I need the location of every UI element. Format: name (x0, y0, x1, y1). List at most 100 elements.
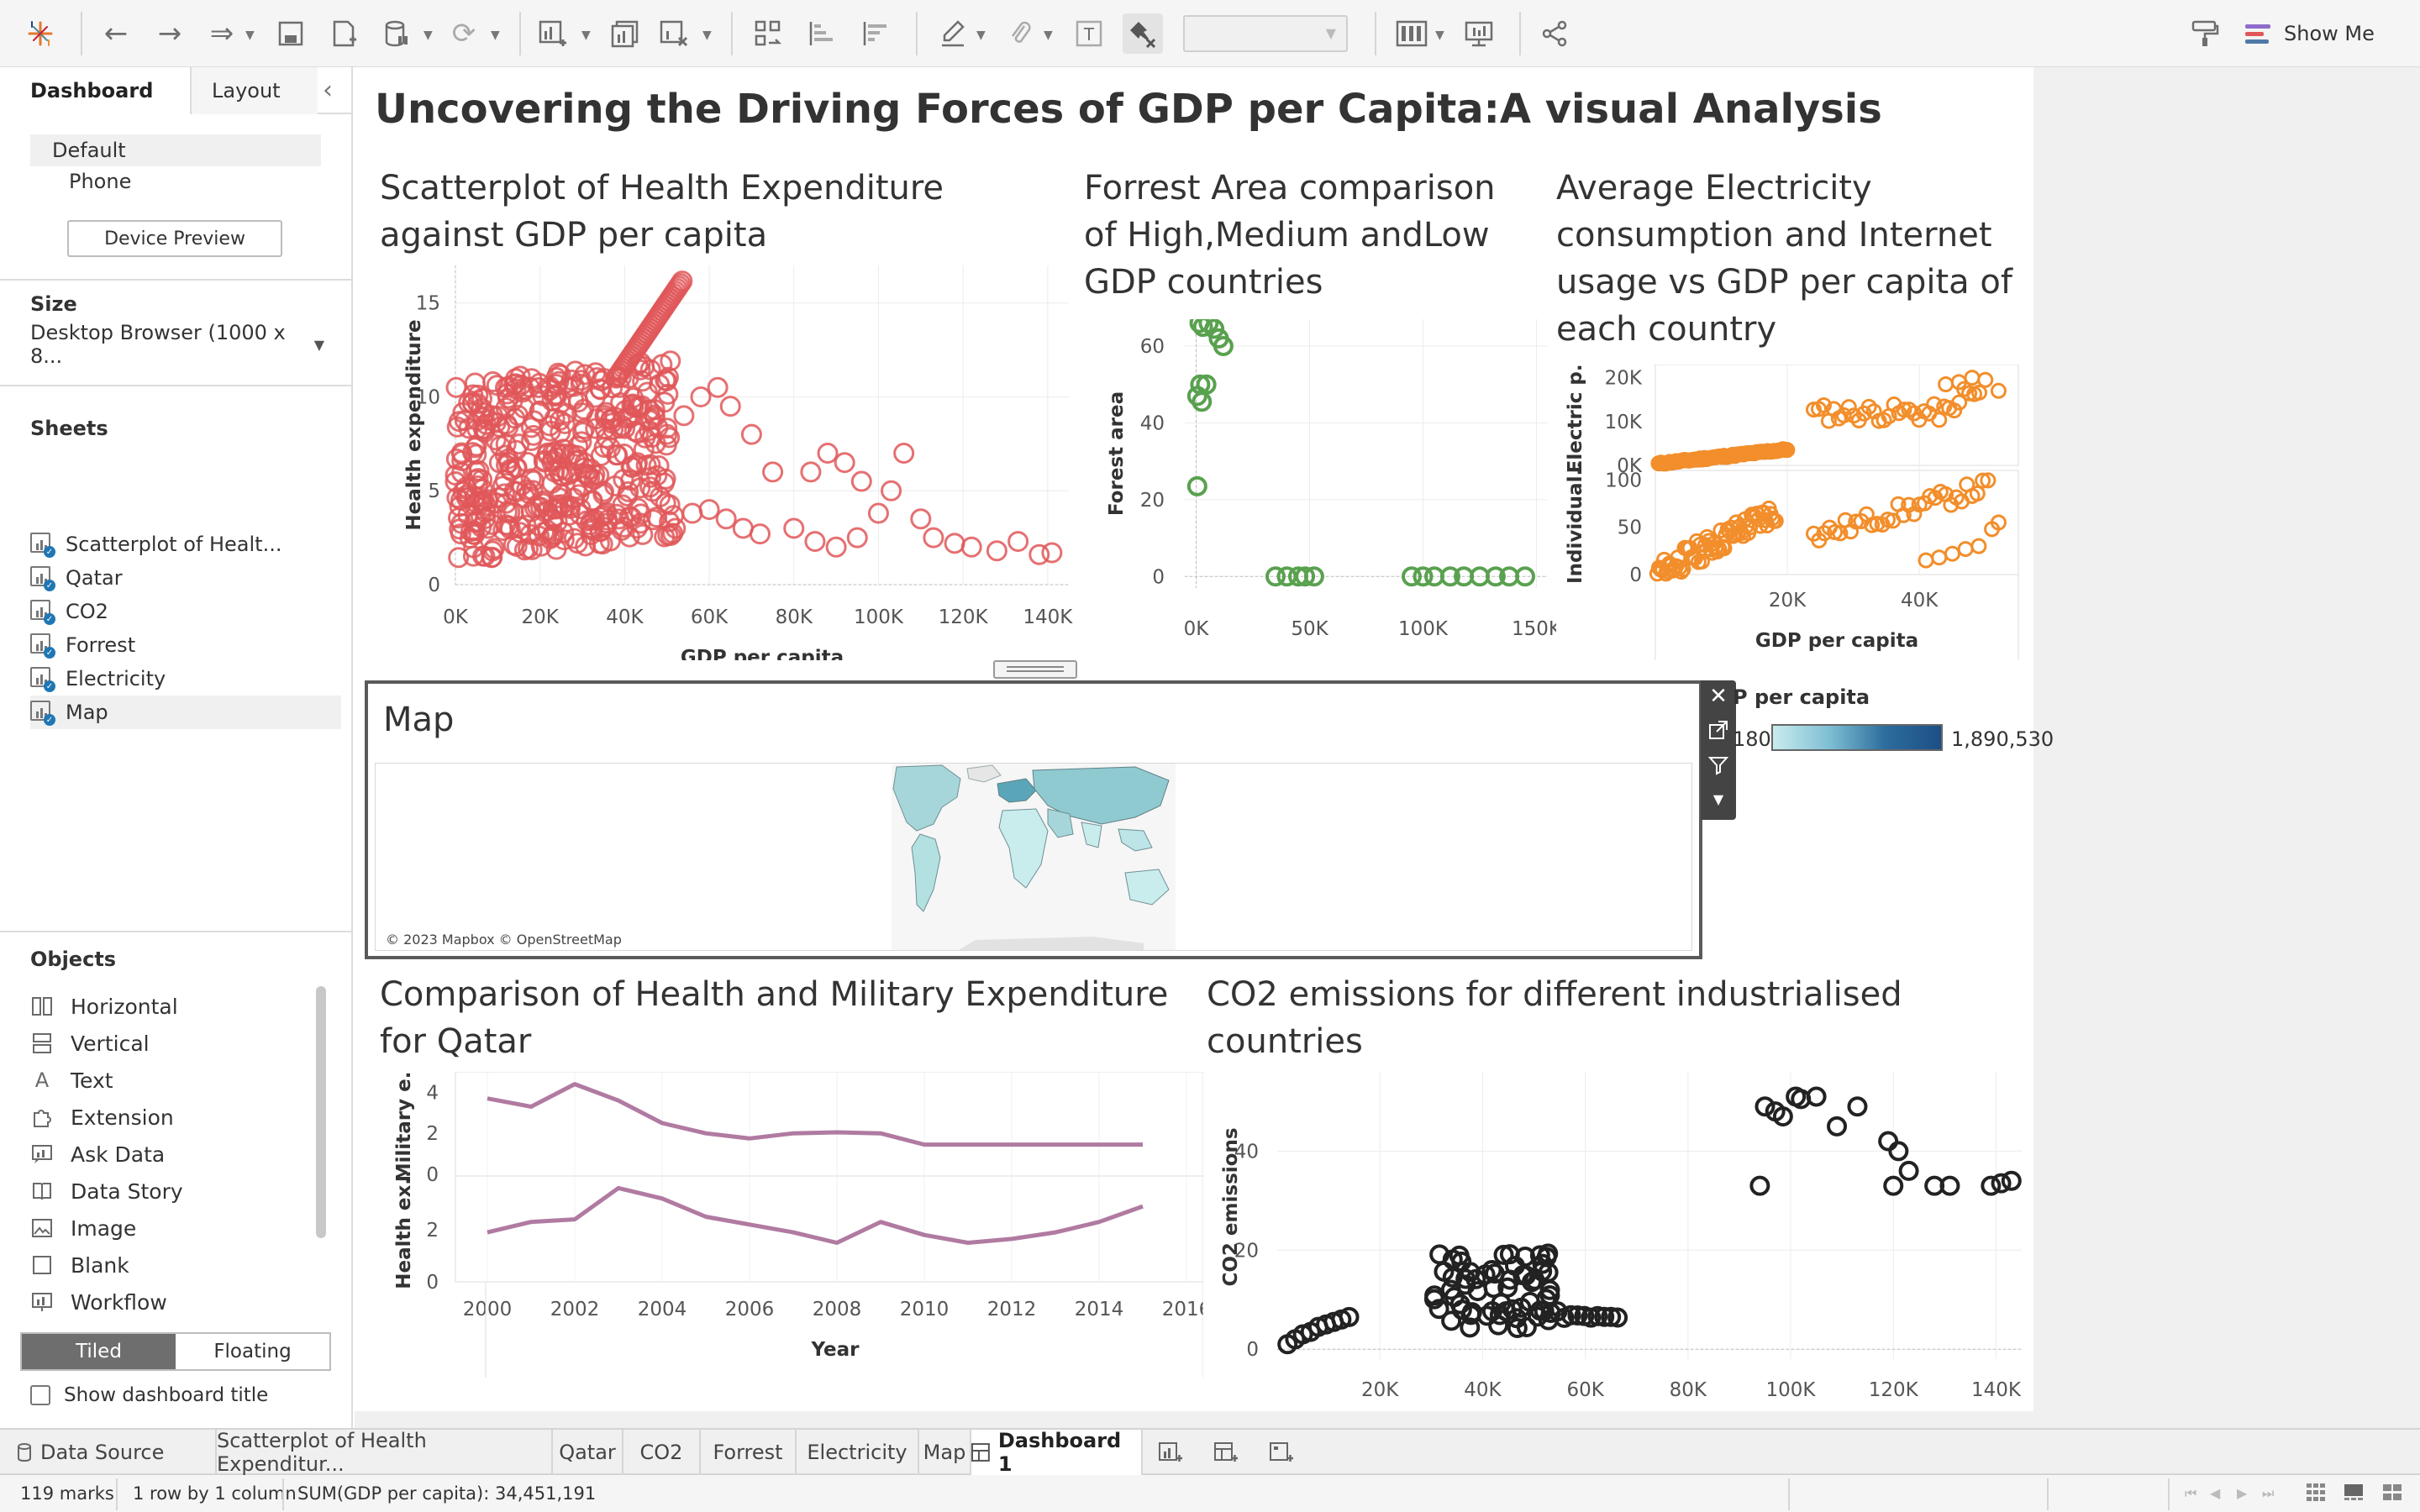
forward-arrow-icon[interactable]: → (157, 17, 182, 50)
group-dropdown-icon[interactable]: ▼ (1044, 29, 1053, 42)
show-me-label: Show Me (2284, 22, 2375, 45)
close-icon[interactable]: ✕ (1709, 684, 1728, 709)
show-me-button[interactable]: Show Me (2245, 12, 2375, 55)
sort-descending-icon[interactable] (855, 13, 896, 54)
tab-dashboard[interactable]: Dashboard (0, 67, 192, 114)
worksheet-icon: ✓ (30, 667, 55, 692)
show-mark-labels-icon[interactable]: T (1069, 13, 1109, 54)
new-dashboard-tab-icon[interactable] (1198, 1430, 1254, 1475)
collapse-panel-icon[interactable]: ‹ (323, 76, 333, 105)
show-cards-icon[interactable] (1392, 13, 1432, 54)
format-painter-icon[interactable] (2185, 13, 2225, 54)
tab-forrest[interactable]: Forrest (701, 1430, 797, 1475)
highlight-dropdown-icon[interactable]: ▼ (976, 29, 986, 42)
tab-scatterplot[interactable]: Scatterplot of Health Expenditur... (217, 1429, 553, 1476)
first-page-icon[interactable]: ⏮ (2185, 1485, 2197, 1501)
qatar-line-chart[interactable]: 0 2 4 0 2 2000 2002 2004 2006 2008 2010 2012 2014 201… (371, 1072, 1203, 1401)
device-default[interactable]: Default (30, 134, 321, 166)
tab-map[interactable]: Map (919, 1430, 971, 1475)
filter-icon[interactable] (1706, 753, 1731, 778)
object-ask-data[interactable]: Ask Data (30, 1137, 316, 1171)
last-page-icon[interactable]: ⏭ (2262, 1485, 2275, 1501)
filmstrip-view-icon[interactable] (2343, 1482, 2365, 1506)
next-page-icon[interactable]: ▶ (2237, 1485, 2248, 1501)
sheet-item-scatterplot-of-healt[interactable]: ✓ Scatterplot of Healt... (30, 528, 341, 561)
new-worksheet-tab-icon[interactable] (1143, 1430, 1198, 1475)
world-map[interactable] (892, 764, 1176, 950)
co2-data-point (1497, 1277, 1518, 1298)
more-options-icon[interactable]: ▼ (1712, 790, 1724, 807)
sheet-item-forrest[interactable]: ✓ Forrest (30, 628, 341, 662)
map-container[interactable]: Map © 2023 Mapbox © OpenStreetMap (365, 680, 1702, 959)
refresh-icon[interactable]: ⟳ (451, 17, 476, 50)
object-blank[interactable]: Blank (30, 1248, 316, 1282)
save-icon[interactable] (271, 13, 311, 54)
tab-data-source[interactable]: Data Source (0, 1430, 217, 1475)
clear-dropdown-icon[interactable]: ▼ (702, 29, 712, 42)
highlight-pen-icon[interactable] (933, 13, 973, 54)
object-extension[interactable]: Extension (30, 1100, 316, 1134)
back-arrow-icon[interactable]: ← (103, 17, 129, 50)
object-vertical[interactable]: Vertical (30, 1026, 316, 1060)
co2-data-point (1847, 1096, 1868, 1117)
device-phone[interactable]: Phone (69, 170, 132, 193)
resize-handle[interactable] (993, 660, 1077, 679)
object-workflow[interactable]: Workflow (30, 1285, 316, 1319)
tableau-logo-icon[interactable] (20, 13, 60, 54)
sheet-item-electricity[interactable]: ✓ Electricity (30, 662, 341, 696)
share-icon[interactable] (1534, 13, 1575, 54)
swap-axes-icon[interactable] (748, 13, 788, 54)
co2-data-point (1883, 1175, 1904, 1196)
gdp-color-legend[interactable] (1771, 724, 1943, 751)
forest-scatter-chart[interactable]: 0 20 40 60 0K 50K 100K 150K GDP per capita Forest… (1086, 319, 1556, 660)
object-data-story[interactable]: Data Story (30, 1174, 316, 1208)
clear-sheet-icon[interactable] (654, 13, 694, 54)
tab-electricity[interactable]: Electricity (797, 1430, 919, 1475)
forest-data-point (1186, 475, 1207, 496)
new-worksheet-icon[interactable] (533, 13, 573, 54)
grid-view-icon[interactable] (2306, 1482, 2326, 1506)
co2-scatter-chart[interactable]: 0204020K40K60K80K100K120K140KGDP per cap… (1207, 1072, 2030, 1401)
floating-option[interactable]: Floating (213, 1341, 292, 1362)
fit-dropdown[interactable]: ▼ (1183, 15, 1348, 52)
sheet-item-co2[interactable]: ✓ CO2 (30, 595, 341, 628)
co2-data-point (1888, 1141, 1909, 1162)
show-title-checkbox[interactable] (30, 1385, 50, 1405)
co2-data-point (1772, 1106, 1793, 1127)
object-text[interactable]: A Text (30, 1063, 316, 1097)
object-horizontal[interactable]: Horizontal (30, 990, 316, 1023)
tab-qatar[interactable]: Qatar (553, 1430, 623, 1475)
refresh-dropdown-icon[interactable]: ▼ (491, 29, 500, 42)
show-dashboard-title-option[interactable]: Show dashboard title (30, 1384, 268, 1406)
health-scatter-chart[interactable]: 0 5 10 15 0K 20K 40K 60K 80K 100K 120K 140K GDP per … (371, 265, 1086, 660)
group-members-icon[interactable] (1000, 13, 1040, 54)
pause-updates-icon[interactable] (376, 13, 417, 54)
sheet-item-qatar[interactable]: ✓ Qatar (30, 561, 341, 595)
tab-co2[interactable]: CO2 (623, 1430, 701, 1475)
redo-arrow-icon[interactable]: ⇒ (209, 17, 234, 50)
new-worksheet-dropdown-icon[interactable]: ▼ (581, 29, 591, 42)
tab-view-icon[interactable] (2381, 1482, 2403, 1506)
electricity-scatter-chart[interactable]: 0K 10K 20K 0 50 100 20K 40K GDP per capita Electr… (1548, 365, 2023, 660)
cards-dropdown-icon[interactable]: ▼ (1435, 29, 1444, 42)
sort-ascending-icon[interactable] (802, 13, 842, 54)
go-to-sheet-icon[interactable] (1706, 717, 1731, 743)
duplicate-sheet-icon[interactable] (605, 13, 645, 54)
health-data-point (654, 391, 676, 413)
tab-dashboard-1[interactable]: Dashboard 1 (971, 1429, 1143, 1476)
redo-dropdown-icon[interactable]: ▼ (245, 29, 255, 42)
new-data-source-icon[interactable] (324, 13, 365, 54)
pause-dropdown-icon[interactable]: ▼ (424, 29, 433, 42)
new-story-tab-icon[interactable] (1254, 1430, 1309, 1475)
tiled-option[interactable]: Tiled (22, 1334, 176, 1369)
objects-scrollbar[interactable] (316, 986, 326, 1238)
sheet-item-map[interactable]: ✓ Map (30, 696, 341, 729)
object-image[interactable]: Image (30, 1211, 316, 1245)
fix-axes-icon[interactable] (1123, 13, 1163, 54)
device-preview-button[interactable]: Device Preview (67, 220, 282, 257)
presentation-mode-icon[interactable] (1459, 13, 1499, 54)
map-view[interactable]: © 2023 Mapbox © OpenStreetMap (375, 763, 1692, 951)
size-dropdown[interactable]: Desktop Browser (1000 x 8... ▼ (30, 321, 324, 368)
previous-page-icon[interactable]: ◀ (2210, 1485, 2221, 1501)
tab-layout[interactable]: Layout (192, 67, 318, 114)
